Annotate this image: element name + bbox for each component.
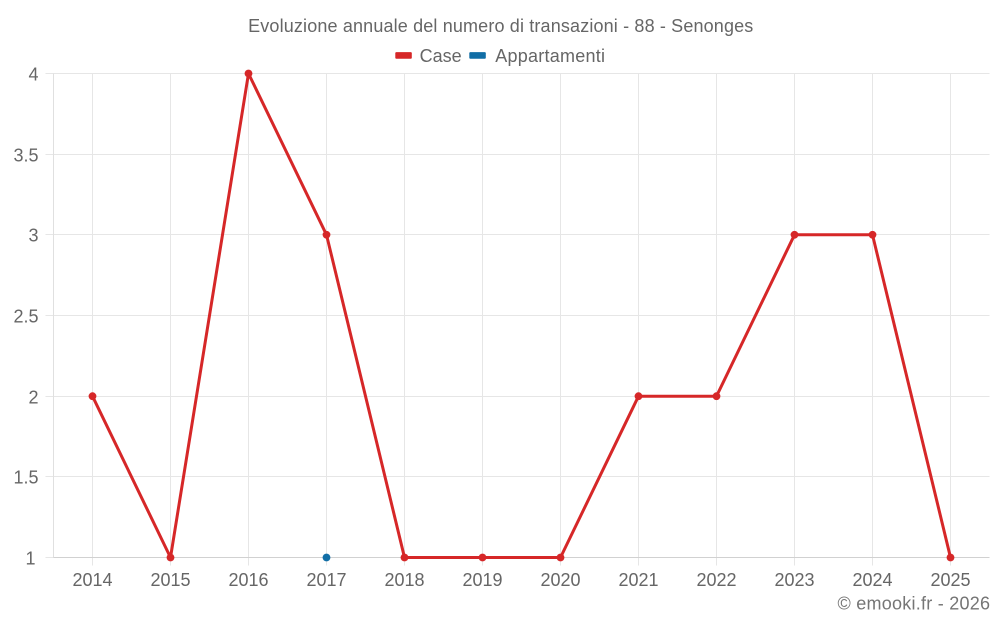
svg-text:2021: 2021 bbox=[618, 570, 658, 590]
svg-text:2.5: 2.5 bbox=[13, 306, 38, 326]
svg-text:3: 3 bbox=[28, 225, 38, 245]
svg-text:4: 4 bbox=[28, 64, 38, 84]
svg-text:2024: 2024 bbox=[852, 570, 892, 590]
svg-text:2023: 2023 bbox=[774, 570, 814, 590]
svg-text:3.5: 3.5 bbox=[13, 145, 38, 165]
svg-text:2020: 2020 bbox=[540, 570, 580, 590]
svg-text:2: 2 bbox=[28, 387, 38, 407]
svg-text:© emooki.fr - 2026: © emooki.fr - 2026 bbox=[837, 594, 990, 614]
svg-text:2022: 2022 bbox=[696, 570, 736, 590]
svg-text:2025: 2025 bbox=[930, 570, 970, 590]
svg-text:2015: 2015 bbox=[150, 570, 190, 590]
svg-text:2016: 2016 bbox=[228, 570, 268, 590]
svg-text:2014: 2014 bbox=[72, 570, 112, 590]
svg-text:1.5: 1.5 bbox=[13, 467, 38, 487]
svg-text:2018: 2018 bbox=[384, 570, 424, 590]
svg-text:Evoluzione annuale del numero: Evoluzione annuale del numero di transaz… bbox=[248, 16, 753, 36]
svg-text:2019: 2019 bbox=[462, 570, 502, 590]
svg-text:2017: 2017 bbox=[306, 570, 346, 590]
svg-text:Case: Case bbox=[420, 46, 462, 66]
svg-text:Appartamenti: Appartamenti bbox=[495, 46, 605, 66]
svg-text:1: 1 bbox=[25, 548, 35, 568]
